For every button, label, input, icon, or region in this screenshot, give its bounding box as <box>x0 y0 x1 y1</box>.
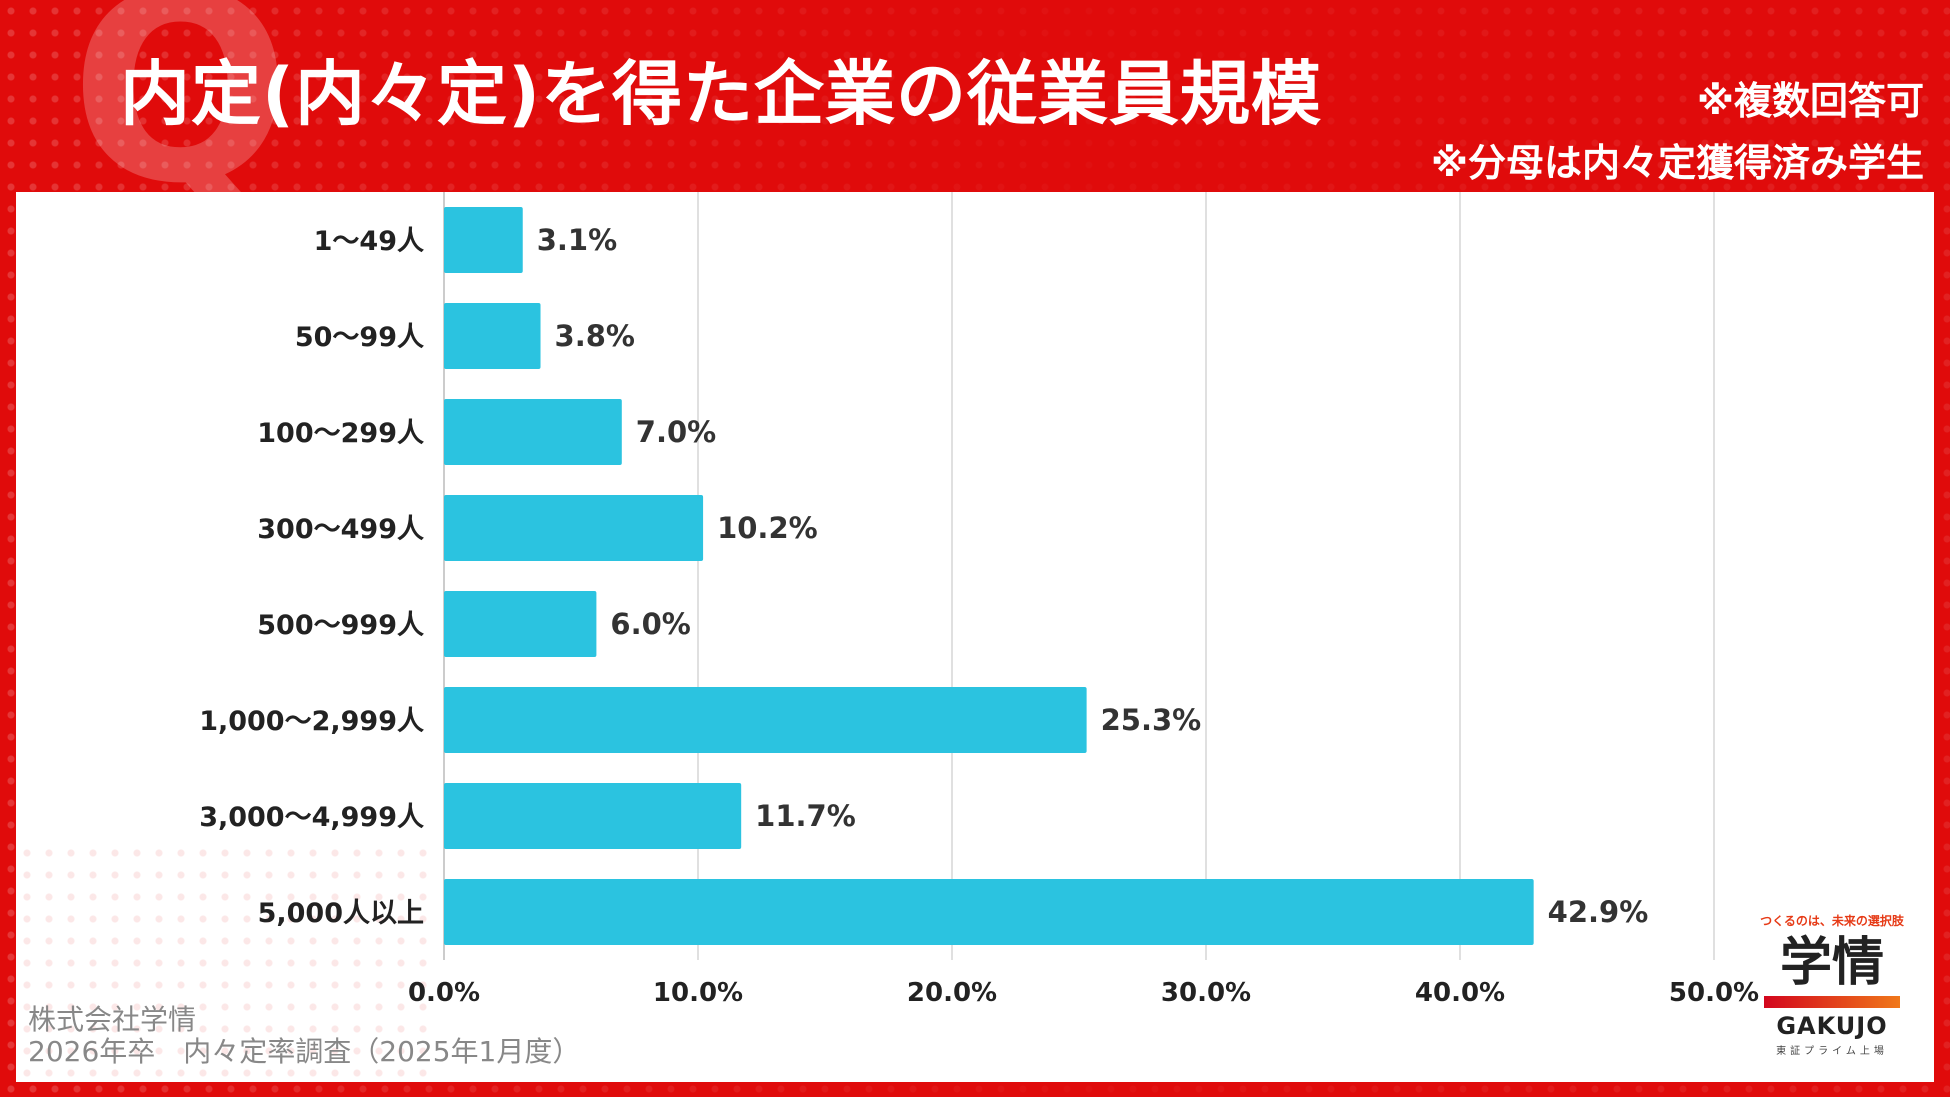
data-label: 3.1% <box>537 223 617 257</box>
category-label: 500～999人 <box>257 610 424 641</box>
page-title: 内定(内々定)を得た企業の従業員規模 <box>120 53 1322 135</box>
bar <box>444 495 704 561</box>
category-label: 1,000～2,999人 <box>199 706 424 737</box>
category-label: 5,000人以上 <box>258 898 424 929</box>
logo-tagline: つくるのは、未来の選択肢 <box>1760 914 1904 928</box>
bar <box>444 303 541 369</box>
logo-name: GAKUJO <box>1776 1012 1888 1041</box>
note-multiple-answers: ※複数回答可 <box>1697 79 1924 123</box>
bar <box>444 207 523 273</box>
category-label: 100～299人 <box>257 418 424 449</box>
x-tick-label: 20.0% <box>907 978 997 1008</box>
data-label: 25.3% <box>1101 703 1202 737</box>
bar <box>444 783 742 849</box>
logo-gradient-bar <box>1764 996 1900 1009</box>
bar <box>444 399 622 465</box>
q-watermark-icon: Q <box>70 0 292 241</box>
data-label: 11.7% <box>755 799 856 833</box>
note-denominator: ※分母は内々定獲得済み学生 <box>1431 141 1924 185</box>
category-label: 50～99人 <box>295 322 424 353</box>
bar <box>444 591 597 657</box>
data-label: 42.9% <box>1548 895 1649 929</box>
x-tick-label: 10.0% <box>653 978 743 1008</box>
x-tick-label: 0.0% <box>408 978 480 1008</box>
source-company: 株式会社学情 <box>28 1003 197 1036</box>
logo-mark: 学情 <box>1779 933 1884 993</box>
data-label: 6.0% <box>610 607 690 641</box>
gakujo-logo: つくるのは、未来の選択肢 学情 GAKUJO 東証プライム上場 <box>1752 912 1912 1057</box>
chart-panel: 0.0% 10.0% 20.0% 30.0% 40.0% 50.0% 1～49人 3.1% 50… <box>16 192 1934 1082</box>
data-label: 3.8% <box>555 319 635 353</box>
x-tick-label: 30.0% <box>1161 978 1251 1008</box>
logo-subtext: 東証プライム上場 <box>1776 1046 1888 1058</box>
category-label: 300～499人 <box>257 514 424 545</box>
data-label: 7.0% <box>636 415 716 449</box>
bar-chart: 0.0% 10.0% 20.0% 30.0% 40.0% 50.0% 1～49人 3.1% 50… <box>199 192 1759 1008</box>
category-label: 3,000～4,999人 <box>199 802 424 833</box>
bar <box>444 879 1534 945</box>
x-tick-label: 50.0% <box>1669 978 1759 1008</box>
x-tick-label: 40.0% <box>1415 978 1505 1008</box>
category-label: 1～49人 <box>314 226 424 257</box>
source-survey: 2026年卒 内々定率調査（2025年1月度） <box>28 1035 581 1068</box>
bar <box>444 687 1087 753</box>
data-label: 10.2% <box>717 511 818 545</box>
panel-dot-pattern <box>16 842 436 1082</box>
